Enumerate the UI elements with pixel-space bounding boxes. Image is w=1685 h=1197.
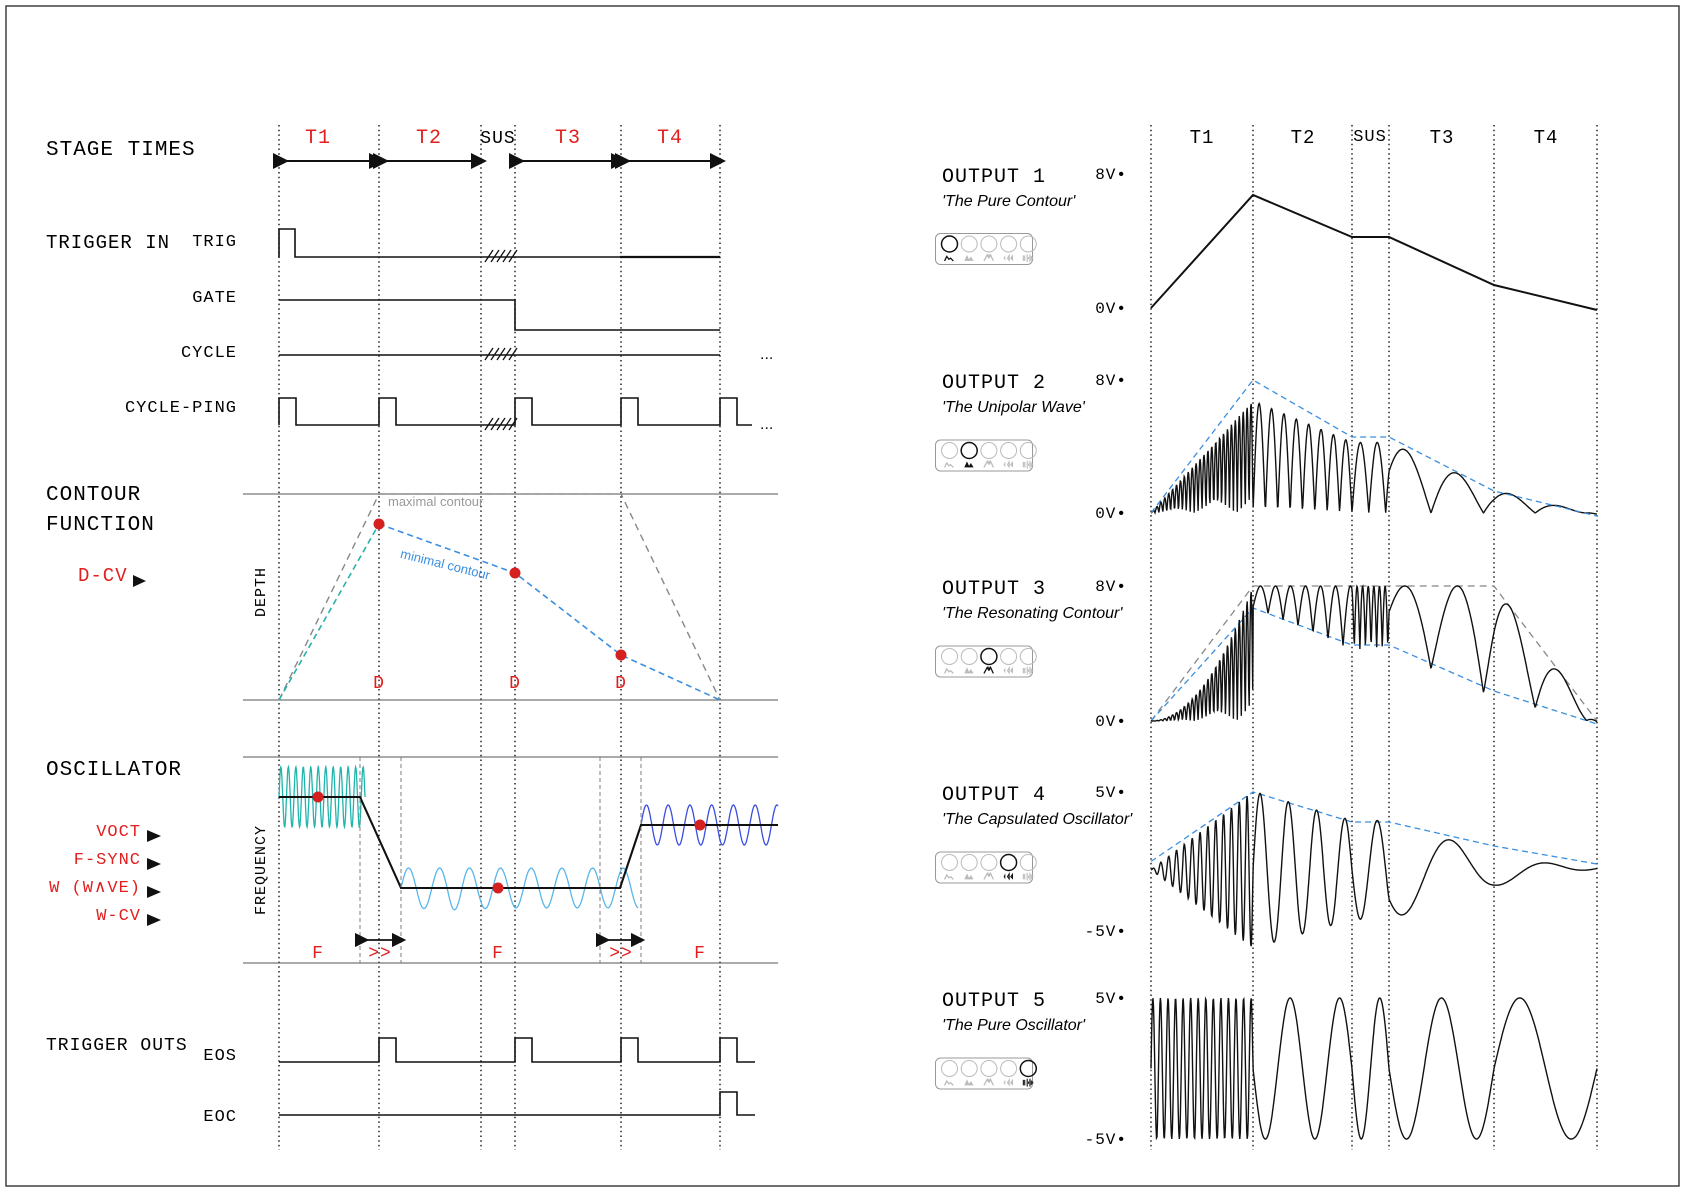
svg-text:0V•: 0V• (1095, 300, 1127, 318)
svg-text:OUTPUT 1: OUTPUT 1 (942, 166, 1046, 189)
svg-text:OUTPUT 4: OUTPUT 4 (942, 784, 1046, 807)
svg-text:>>: >> (368, 944, 392, 964)
svg-text:0V•: 0V• (1095, 505, 1127, 523)
svg-text:8V•: 8V• (1095, 166, 1127, 184)
svg-text:'The Pure Oscillator': 'The Pure Oscillator' (942, 1017, 1086, 1034)
svg-text:...: ... (760, 346, 773, 363)
svg-text:GATE: GATE (192, 289, 237, 308)
svg-text:F: F (312, 944, 324, 964)
svg-text:T3: T3 (1430, 127, 1455, 149)
svg-text:8V•: 8V• (1095, 578, 1127, 596)
svg-text:D: D (373, 674, 385, 694)
svg-text:'The Resonating Contour': 'The Resonating Contour' (942, 605, 1123, 622)
svg-text:W-CV: W-CV (96, 907, 141, 926)
svg-text:T3: T3 (555, 127, 581, 150)
svg-text:FUNCTION: FUNCTION (46, 514, 155, 537)
svg-text:...: ... (760, 416, 773, 433)
svg-text:minimal contour: minimal contour (399, 546, 492, 583)
svg-text:CONTOUR: CONTOUR (46, 484, 141, 507)
svg-text:TRIG: TRIG (192, 233, 237, 252)
svg-text:TRIGGER OUTS: TRIGGER OUTS (46, 1036, 188, 1056)
svg-text:-5V•: -5V• (1085, 923, 1127, 941)
svg-text:F-SYNC: F-SYNC (74, 851, 141, 870)
svg-text:maximal contour: maximal contour (388, 494, 484, 509)
svg-text:8V•: 8V• (1095, 372, 1127, 390)
svg-text:STAGE TIMES: STAGE TIMES (46, 139, 196, 162)
svg-text:FREQUENCY: FREQUENCY (253, 825, 270, 915)
svg-text:T2: T2 (1291, 127, 1316, 149)
svg-text:T4: T4 (1534, 127, 1559, 149)
svg-text:F: F (694, 944, 706, 964)
svg-text:OUTPUT 5: OUTPUT 5 (942, 990, 1046, 1013)
svg-text:'The Capsulated Oscillator': 'The Capsulated Oscillator' (942, 811, 1133, 828)
svg-text:'The Pure Contour': 'The Pure Contour' (942, 193, 1076, 210)
svg-text:W (W∧VE): W (W∧VE) (49, 879, 141, 898)
svg-text:OUTPUT 3: OUTPUT 3 (942, 578, 1046, 601)
svg-text:T2: T2 (416, 127, 442, 150)
svg-text:5V•: 5V• (1095, 990, 1127, 1008)
svg-text:D: D (615, 674, 627, 694)
svg-text:T1: T1 (1190, 127, 1215, 149)
svg-text:DEPTH: DEPTH (253, 567, 270, 617)
svg-text:CYCLE-PING: CYCLE-PING (125, 399, 237, 418)
svg-text:EOS: EOS (203, 1047, 237, 1066)
svg-text:EOC: EOC (203, 1108, 237, 1127)
svg-text:SUS: SUS (480, 129, 515, 149)
svg-text:D: D (509, 674, 521, 694)
svg-text:SUS: SUS (1353, 128, 1387, 147)
svg-text:CYCLE: CYCLE (181, 344, 237, 363)
svg-text:>>: >> (609, 944, 633, 964)
svg-text:D-CV: D-CV (78, 565, 128, 587)
svg-text:F: F (492, 944, 504, 964)
svg-text:OSCILLATOR: OSCILLATOR (46, 759, 182, 782)
svg-text:T4: T4 (657, 127, 683, 150)
svg-text:-5V•: -5V• (1085, 1131, 1127, 1149)
svg-text:VOCT: VOCT (96, 823, 141, 842)
svg-text:T1: T1 (305, 127, 331, 150)
svg-text:5V•: 5V• (1095, 784, 1127, 802)
svg-text:OUTPUT 2: OUTPUT 2 (942, 372, 1046, 395)
svg-text:TRIGGER IN: TRIGGER IN (46, 232, 170, 254)
svg-text:0V•: 0V• (1095, 713, 1127, 731)
svg-text:'The Unipolar Wave': 'The Unipolar Wave' (942, 399, 1086, 416)
